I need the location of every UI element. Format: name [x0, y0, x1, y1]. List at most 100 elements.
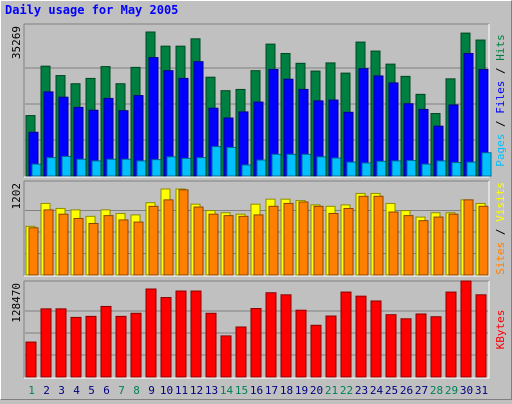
bar-pages-day-17 [271, 153, 282, 177]
x-tick-label: 6 [103, 384, 110, 397]
bar-kbytes-day-8 [130, 312, 142, 378]
bar-pages-day-30 [466, 161, 477, 177]
bar-sites-day-21 [328, 212, 339, 276]
bar-kbytes-day-25 [385, 314, 397, 378]
x-tick-label: 29 [445, 384, 458, 397]
bar-kbytes-day-21 [325, 315, 337, 378]
bar-kbytes-day-7 [115, 315, 127, 378]
legend-entry: Visits [494, 182, 507, 222]
bar-pages-day-11 [181, 157, 192, 177]
bar-kbytes-day-10 [160, 297, 172, 378]
bar-sites-day-4 [73, 217, 84, 276]
x-tick-label: 30 [460, 384, 473, 397]
bar-pages-day-24 [376, 160, 387, 177]
bar-files-day-9 [148, 57, 159, 177]
bar-sites-day-3 [58, 213, 69, 276]
bar-pages-day-13 [211, 146, 222, 177]
bar-sites-day-24 [373, 195, 384, 276]
panel-legend: Pages / Files / Hits [494, 34, 507, 167]
chart-panels: 35269 Pages / Files / Hits 1202 Sites / Vis… [10, 23, 507, 379]
bar-sites-day-1 [28, 227, 39, 276]
x-tick-label: 20 [310, 384, 323, 397]
bar-sites-day-17 [268, 205, 279, 276]
legend-entry: Files [494, 81, 507, 114]
x-tick-label: 2 [43, 384, 50, 397]
bar-pages-day-19 [301, 153, 312, 177]
bar-kbytes-day-20 [310, 324, 322, 378]
x-tick-label: 7 [118, 384, 125, 397]
bar-kbytes-day-23 [355, 295, 367, 378]
bar-pages-day-31 [481, 152, 492, 177]
bar-kbytes-day-1 [25, 341, 37, 378]
x-tick-label: 13 [205, 384, 218, 397]
bar-kbytes-day-4 [70, 316, 82, 378]
x-axis-day-labels: 1 2 3 4 5 6 7 8 9 10 11 12 13 14 15 16 17 18 19 20 21 22 23 24 2… [28, 384, 488, 397]
bar-sites-day-14 [223, 215, 234, 276]
x-tick-label: 26 [400, 384, 413, 397]
y-max-label: 128470 [10, 283, 23, 323]
bar-sites-day-15 [238, 215, 249, 276]
bar-kbytes-day-9 [145, 288, 157, 378]
legend-entry: Pages [494, 134, 507, 167]
x-tick-label: 14 [220, 384, 234, 397]
bar-sites-day-18 [283, 202, 294, 276]
legend-entry: KBytes [494, 310, 507, 350]
bar-pages-day-7 [121, 158, 132, 177]
x-tick-label: 15 [235, 384, 248, 397]
bar-sites-day-31 [478, 205, 489, 276]
bar-pages-day-22 [346, 161, 357, 177]
bar-sites-day-23 [358, 195, 369, 276]
legend-entry: Sites [494, 242, 507, 275]
bar-kbytes-day-17 [265, 292, 277, 378]
bar-sites-day-12 [193, 206, 204, 276]
bar-pages-day-18 [286, 153, 297, 177]
bar-sites-day-13 [208, 213, 219, 276]
x-tick-label: 17 [265, 384, 278, 397]
panel-legend: Sites / Visits [494, 182, 507, 275]
panel-3: 128470 KBytes [10, 280, 507, 379]
x-tick-label: 19 [295, 384, 308, 397]
bar-pages-day-4 [76, 158, 87, 177]
bar-pages-day-25 [391, 160, 402, 177]
bar-pages-day-16 [256, 159, 267, 177]
x-tick-label: 11 [175, 384, 188, 397]
bar-kbytes-day-29 [445, 291, 457, 378]
bar-pages-day-14 [226, 146, 237, 177]
x-tick-label: 27 [415, 384, 428, 397]
bar-kbytes-day-12 [190, 290, 202, 378]
legend-entry: / [494, 61, 507, 81]
bar-pages-day-2 [46, 157, 57, 177]
x-tick-label: 12 [190, 384, 203, 397]
bar-sites-day-26 [403, 215, 414, 276]
bar-pages-day-10 [166, 156, 177, 177]
bar-sites-day-27 [418, 220, 429, 276]
panel-1: 35269 Pages / Files / Hits [10, 23, 507, 178]
bar-pages-day-3 [61, 155, 72, 177]
x-tick-label: 24 [370, 384, 384, 397]
bar-sites-day-22 [343, 207, 354, 276]
bar-sites-day-28 [433, 216, 444, 276]
bar-kbytes-day-6 [100, 305, 112, 378]
bar-pages-day-12 [196, 157, 207, 177]
bar-sites-day-29 [448, 213, 459, 276]
bar-pages-day-27 [421, 163, 432, 177]
bar-pages-day-26 [406, 159, 417, 177]
y-max-label: 35269 [10, 26, 23, 59]
bar-kbytes-day-26 [400, 318, 412, 378]
x-tick-label: 3 [58, 384, 65, 397]
bar-pages-day-6 [106, 158, 117, 177]
bar-sites-day-2 [43, 209, 54, 276]
bar-kbytes-day-28 [430, 316, 442, 378]
bar-kbytes-day-30 [460, 280, 472, 378]
bar-kbytes-day-16 [250, 308, 262, 378]
x-tick-label: 4 [73, 384, 80, 397]
bar-pages-day-28 [436, 160, 447, 177]
legend-entry: / [494, 222, 507, 242]
bar-pages-day-8 [136, 160, 147, 177]
x-tick-label: 22 [340, 384, 353, 397]
bar-sites-day-8 [133, 221, 144, 276]
x-tick-label: 1 [28, 384, 35, 397]
x-tick-label: 5 [88, 384, 95, 397]
bar-sites-day-6 [103, 215, 114, 276]
